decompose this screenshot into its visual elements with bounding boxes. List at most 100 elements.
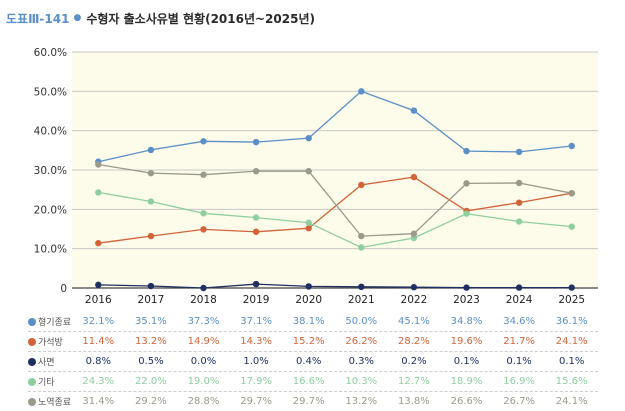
data-label: 28.8% [187, 396, 220, 407]
data-point [463, 210, 470, 217]
data-label: 13.2% [135, 336, 167, 347]
data-label: 29.7% [292, 396, 325, 407]
table-row: 노역종료 31.4% 29.2% 28.8% 29.7% 29.7% 13.2% 13.8% 2… [28, 391, 598, 411]
data-label: 0.0% [190, 356, 217, 367]
data-label: 0.4% [295, 356, 322, 367]
data-label: 13.8% [398, 396, 430, 407]
data-label: 29.7% [240, 396, 272, 407]
series-line [98, 90, 572, 163]
data-label: 0.3% [348, 356, 374, 367]
data-point [95, 189, 102, 196]
data-point [200, 210, 207, 217]
figure-title-text: 수형자 출소사유별 현황(2016년~2025년) [86, 11, 315, 26]
series-label: 사면 [28, 352, 55, 371]
figure-code: 도표Ⅲ-141 [6, 11, 70, 26]
y-tick-label: 20.0% [34, 204, 67, 216]
data-point [358, 232, 365, 240]
series-line [98, 283, 572, 289]
line-chart: 0 10.0% 20.0% 30.0% 40.0% 50.0% 60.0% 2016 2017 2… [34, 47, 598, 306]
data-point [305, 225, 312, 232]
data-point [252, 167, 260, 175]
data-point [358, 244, 365, 251]
data-label: 16.6% [292, 376, 325, 387]
data-point [515, 179, 523, 187]
table-row: 사면 0.8% 0.5% 0.0% 1.0% 0.4% 0.3% 0.2% 0.1% 0.1% 0.… [28, 351, 598, 371]
legend-dot-icon [28, 317, 36, 326]
y-tick-label: 30.0% [34, 165, 67, 177]
data-label: 29.2% [135, 396, 167, 407]
data-label: 24.1% [555, 336, 588, 347]
data-label: 19.6% [450, 336, 483, 347]
y-tick-label: 40.0% [34, 126, 67, 138]
data-point [305, 167, 312, 175]
data-label: 13.2% [345, 396, 378, 407]
data-label: 38.1% [292, 316, 325, 327]
series-line [98, 191, 572, 249]
data-label: 0.2% [401, 356, 427, 367]
data-label: 28.2% [398, 336, 430, 347]
data-label: 0.1% [506, 356, 532, 367]
data-point [147, 169, 155, 177]
data-label: 31.4% [82, 396, 115, 407]
data-label: 45.1% [398, 316, 430, 327]
data-point [252, 280, 260, 288]
data-point [358, 181, 365, 189]
data-point [200, 226, 207, 233]
data-label: 11.4% [82, 336, 115, 347]
series-name: 사면 [38, 358, 55, 368]
data-point [200, 138, 207, 145]
data-label: 26.7% [503, 396, 535, 407]
data-label: 50.0% [345, 316, 378, 327]
data-point [305, 283, 312, 290]
x-tick-label: 2022 [401, 294, 428, 306]
data-point [252, 214, 260, 221]
series-name: 형기종료 [38, 318, 72, 328]
data-point [200, 171, 207, 178]
data-point [305, 219, 312, 226]
x-tick-label: 2023 [453, 294, 480, 306]
data-label: 26.6% [450, 396, 483, 407]
data-label: 15.6% [555, 376, 588, 387]
y-tick-label: 0 [60, 283, 67, 295]
data-label: 19.0% [187, 376, 220, 387]
data-table: 형기종료 32.1% 35.1% 37.3% 37.1% 38.1% 50.0% 45.1% 3… [28, 312, 598, 411]
data-point [515, 199, 523, 206]
data-label: 18.9% [450, 376, 483, 387]
data-label: 34.8% [450, 316, 483, 327]
data-label: 12.7% [398, 376, 430, 387]
x-tick-label: 2016 [85, 294, 112, 306]
data-point [410, 173, 418, 181]
series-name: 기타 [38, 378, 55, 388]
data-label: 16.9% [503, 376, 535, 387]
data-point [463, 180, 470, 187]
data-point [305, 134, 312, 142]
data-label: 1.0% [243, 356, 269, 367]
data-label: 0.8% [85, 356, 111, 367]
data-label: 22.0% [135, 376, 167, 387]
data-point [568, 142, 575, 150]
data-label: 10.3% [345, 376, 378, 387]
table-row: 가석방 11.4% 13.2% 14.9% 14.3% 15.2% 26.2% 28.2% 19… [28, 331, 598, 351]
x-tick-label: 2018 [190, 294, 217, 306]
data-label: 14.9% [187, 336, 220, 347]
data-label: 36.1% [555, 316, 588, 327]
x-tick-label: 2017 [138, 294, 165, 306]
data-point [147, 282, 155, 290]
data-point [515, 284, 523, 291]
series-label: 가석방 [28, 332, 63, 351]
data-point [147, 198, 155, 205]
data-point [410, 107, 418, 114]
table-row: 기타 24.3% 22.0% 19.0% 17.9% 16.6% 10.3% 12.7% 18.… [28, 371, 598, 391]
data-point [410, 230, 418, 237]
series-label: 형기종료 [28, 312, 71, 331]
data-point [515, 148, 523, 156]
data-point [95, 281, 102, 289]
series-line [98, 163, 572, 237]
data-point [568, 190, 575, 197]
x-tick-label: 2019 [243, 294, 270, 306]
data-point [252, 228, 260, 235]
series-line [98, 176, 572, 244]
series-name: 노역종료 [38, 398, 72, 408]
data-point [252, 138, 260, 146]
data-point [358, 88, 365, 95]
